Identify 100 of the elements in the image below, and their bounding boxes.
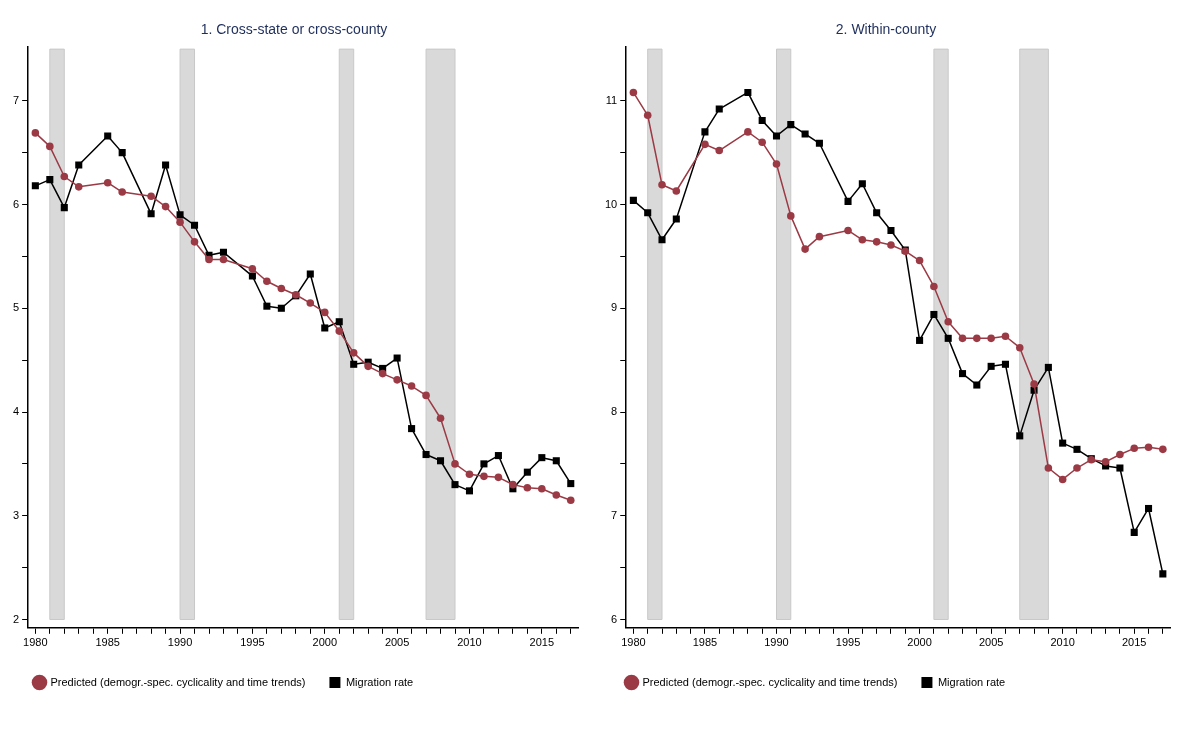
point (1016, 432, 1024, 440)
point (987, 334, 995, 343)
point (1001, 360, 1009, 368)
point (46, 142, 54, 151)
point (451, 481, 459, 489)
legend-label: Predicted (demogr.-spec. cyclicality and time trends) (50, 675, 306, 688)
point (629, 88, 638, 97)
point (538, 484, 546, 493)
point (480, 472, 488, 481)
point (277, 304, 285, 312)
point (321, 324, 329, 332)
point (523, 483, 532, 492)
point (815, 139, 823, 147)
x-tick-label: 1990 (167, 636, 193, 649)
point (118, 188, 126, 196)
point (118, 149, 126, 157)
point (75, 161, 83, 169)
y-tick-label: 5 (12, 301, 20, 314)
point (147, 210, 155, 218)
point (887, 241, 895, 249)
point (393, 376, 401, 384)
point (436, 414, 445, 423)
point (1159, 570, 1167, 578)
point (1073, 464, 1081, 472)
point (161, 202, 170, 211)
point (494, 452, 502, 460)
x-tick-label: 1985 (692, 636, 718, 649)
point (436, 457, 445, 465)
x-tick-label: 2000 (907, 636, 932, 649)
legend-label: Migration rate (345, 675, 414, 688)
point (335, 318, 343, 326)
y-tick-label: 6 (611, 612, 618, 625)
point (658, 180, 666, 189)
y-tick-label: 11 (605, 93, 618, 106)
point (1116, 464, 1124, 472)
x-tick-label: 2005 (384, 636, 410, 649)
point (465, 487, 474, 495)
point (60, 204, 68, 212)
x-tick-label: 1995 (835, 636, 861, 649)
y-tick-label: 4 (12, 405, 20, 418)
point (190, 221, 199, 229)
point (523, 468, 531, 476)
point (758, 116, 766, 124)
point (219, 255, 228, 264)
point (378, 369, 387, 378)
point (465, 470, 474, 479)
point (205, 255, 213, 264)
point (916, 336, 924, 344)
point (552, 491, 561, 499)
y-tick-label: 3 (12, 508, 20, 521)
point (190, 238, 199, 246)
point (306, 299, 315, 307)
point (815, 232, 824, 241)
x-tick-label: 1995 (240, 636, 265, 649)
point (350, 360, 358, 368)
point (1059, 439, 1067, 447)
point (801, 245, 809, 253)
y-tick-label: 7 (12, 93, 20, 106)
point (1073, 445, 1081, 453)
point (147, 192, 155, 200)
point (176, 211, 184, 219)
point (772, 160, 781, 168)
y-tick-label: 9 (611, 301, 618, 314)
point (538, 454, 546, 462)
point (46, 176, 54, 184)
legend-label: Predicted (demogr.-spec. cyclicality and time trends) (642, 675, 898, 688)
point (509, 480, 517, 489)
point (263, 277, 271, 286)
x-tick-label: 2000 (312, 636, 338, 649)
point (349, 349, 358, 357)
point (858, 235, 867, 244)
point (1159, 445, 1167, 454)
point (567, 480, 575, 488)
point (844, 197, 852, 205)
point (958, 334, 967, 343)
point (715, 146, 724, 155)
point (1044, 363, 1052, 371)
point (944, 317, 952, 326)
point (1101, 458, 1110, 466)
x-tick-label: 2010 (457, 636, 482, 649)
point (973, 381, 981, 389)
point (915, 256, 924, 265)
point (629, 196, 637, 204)
point (644, 209, 652, 217)
point (1145, 504, 1153, 513)
point (1015, 343, 1024, 352)
point (1001, 332, 1010, 341)
point (335, 327, 344, 335)
y-tick-label: 7 (611, 508, 618, 521)
point (658, 236, 666, 244)
point (219, 248, 228, 256)
chart-title: 2. Within-county (835, 21, 937, 38)
point (364, 362, 372, 371)
point (672, 187, 681, 195)
x-tick-label: 2015 (1121, 636, 1147, 649)
point (744, 128, 752, 136)
y-tick-label: 2 (12, 612, 20, 625)
point (672, 215, 680, 223)
point (494, 473, 503, 482)
point (263, 302, 271, 310)
